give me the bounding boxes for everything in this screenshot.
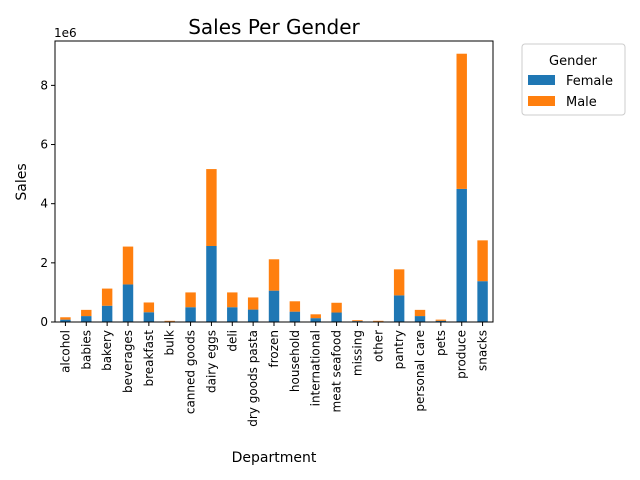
x-tick-label: dry goods pasta bbox=[246, 330, 260, 427]
bar-male-dairy-eggs bbox=[206, 169, 217, 246]
bar-female-breakfast bbox=[143, 312, 155, 322]
bar-male-meat-seafood bbox=[331, 302, 342, 313]
bar-female-canned-goods bbox=[185, 307, 196, 322]
bar-female-pantry bbox=[393, 295, 405, 322]
x-tick-label: canned goods bbox=[184, 330, 198, 414]
chart-title: Sales Per Gender bbox=[188, 15, 360, 39]
x-tick-label: snacks bbox=[476, 330, 490, 371]
bar-female-babies bbox=[81, 316, 92, 322]
bar-female-produce bbox=[456, 188, 467, 322]
x-tick-label: bulk bbox=[163, 330, 177, 356]
bars-layer bbox=[60, 53, 488, 322]
legend-swatch-female bbox=[528, 75, 555, 85]
y-tick-label: 8 bbox=[40, 78, 48, 92]
bar-male-personal-care bbox=[414, 309, 426, 317]
bar-male-snacks bbox=[477, 240, 488, 282]
bar-male-produce bbox=[456, 53, 467, 189]
bar-male-beverages bbox=[122, 246, 134, 285]
bar-female-alcohol bbox=[60, 319, 71, 322]
x-tick-label: international bbox=[309, 330, 323, 406]
y-offset-label: 1e6 bbox=[54, 26, 77, 40]
x-tick-label: breakfast bbox=[142, 330, 156, 387]
bar-male-bulk bbox=[164, 320, 175, 322]
bar-male-frozen bbox=[268, 259, 280, 291]
x-tick-label: alcohol bbox=[58, 330, 72, 373]
x-tick-label: beverages bbox=[121, 330, 135, 393]
bar-male-bakery bbox=[101, 288, 113, 306]
bar-female-snacks bbox=[477, 281, 488, 322]
bar-male-canned-goods bbox=[185, 292, 196, 308]
y-tick-label: 6 bbox=[40, 138, 48, 152]
legend-swatch-male bbox=[528, 96, 555, 106]
y-tick-label: 2 bbox=[40, 256, 48, 270]
bar-female-bakery bbox=[101, 305, 113, 322]
y-axis-label: Sales bbox=[14, 163, 30, 200]
y-axis-ticks: 0 2 4 6 8 bbox=[40, 78, 55, 329]
bar-male-babies bbox=[81, 309, 92, 317]
x-tick-label: personal care bbox=[413, 330, 427, 412]
bar-male-alcohol bbox=[60, 317, 71, 320]
plot-frame bbox=[54, 40, 494, 323]
x-tick-label: bakery bbox=[100, 330, 114, 371]
bar-female-household bbox=[289, 311, 301, 322]
y-tick-label: 0 bbox=[40, 315, 48, 329]
bar-female-deli bbox=[227, 307, 238, 322]
x-tick-label: household bbox=[288, 330, 302, 392]
x-tick-label: produce bbox=[455, 330, 469, 379]
bar-male-breakfast bbox=[143, 302, 155, 313]
legend-label-male: Male bbox=[566, 95, 597, 110]
bar-female-pets bbox=[435, 320, 447, 322]
x-axis-ticks: alcohol babies bakery beverages breakfast bul… bbox=[58, 322, 490, 427]
x-tick-label: dairy eggs bbox=[204, 330, 218, 393]
legend: Gender Female Male bbox=[521, 43, 626, 116]
bar-female-dairy-eggs bbox=[206, 245, 217, 322]
x-tick-label: babies bbox=[79, 330, 93, 370]
legend-items: Female Male bbox=[528, 74, 613, 110]
bar-male-household bbox=[289, 301, 301, 312]
x-tick-label: missing bbox=[350, 330, 364, 376]
bar-male-deli bbox=[227, 292, 238, 308]
x-tick-label: pantry bbox=[392, 330, 406, 369]
bar-female-frozen bbox=[268, 290, 280, 322]
bar-female-personal-care bbox=[414, 316, 426, 322]
x-tick-label: meat seafood bbox=[330, 330, 344, 412]
bar-male-other bbox=[373, 320, 384, 322]
x-tick-label: pets bbox=[434, 330, 448, 356]
x-tick-label: deli bbox=[225, 330, 239, 352]
bar-male-pantry bbox=[393, 269, 405, 296]
bar-male-dry-goods-pasta bbox=[247, 297, 259, 310]
legend-title: Gender bbox=[549, 54, 598, 69]
bar-male-international bbox=[310, 314, 321, 319]
bar-male-missing bbox=[352, 320, 363, 322]
bar-female-beverages bbox=[122, 284, 134, 322]
y-tick-label: 4 bbox=[40, 197, 48, 211]
x-tick-label: other bbox=[371, 330, 385, 362]
bar-male-pets bbox=[435, 319, 447, 321]
bar-female-meat-seafood bbox=[331, 312, 342, 322]
x-axis-label: Department bbox=[232, 450, 317, 466]
x-tick-label: frozen bbox=[267, 330, 281, 368]
legend-label-female: Female bbox=[566, 74, 613, 89]
bar-female-dry-goods-pasta bbox=[247, 309, 259, 322]
bar-female-international bbox=[310, 318, 321, 322]
